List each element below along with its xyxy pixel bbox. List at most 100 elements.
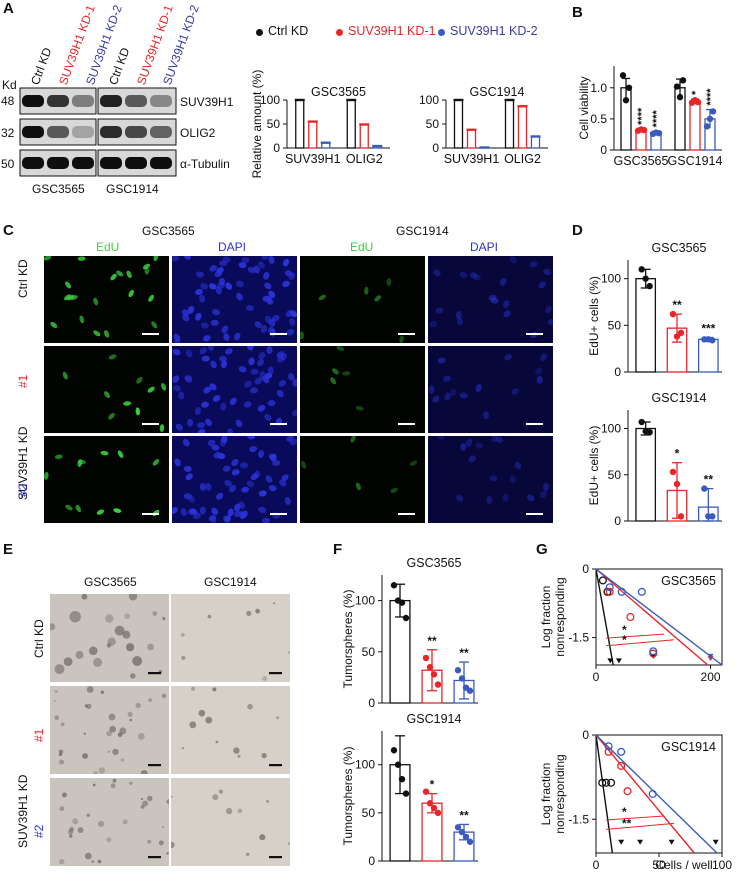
y-axis-label: Cell viability [577,76,591,139]
data-point [622,97,630,104]
tumorsphere [161,693,167,699]
tumorsphere [261,753,267,759]
tumorsphere [97,859,102,864]
cell-nucleus [271,314,280,322]
cell-nucleus [399,335,404,343]
tumorsphere [54,715,60,720]
tumorsphere [273,602,276,605]
tumorsphere [54,690,58,693]
data-point [673,333,681,340]
y-tick-label: 100 [260,93,280,107]
comparison-bracket [605,639,675,647]
cell-nucleus [262,517,270,523]
cell-nucleus [248,357,255,366]
tumorsphere [63,657,73,666]
panel-label-d: D [572,222,583,239]
significance-label: ** [427,634,437,648]
x-tick-label: 0 [593,858,600,872]
cell-nucleus [244,380,252,388]
cell-nucleus [75,504,82,513]
cell-nucleus [210,319,219,326]
data-point [706,115,714,123]
blot-cell-line-1: GSC3565 [32,182,85,196]
data-point [402,790,410,797]
tumorsphere [93,657,103,667]
y-axis-label: Log fraction [539,763,553,826]
cell-nucleus [475,384,482,392]
data-point [394,761,402,768]
cell-nucleus [147,386,155,393]
cell-nucleus [193,512,201,520]
tumorsphere [147,795,153,802]
tumorsphere [259,834,266,841]
tumorsphere [58,858,65,865]
cell-nucleus [433,269,441,277]
cell-nucleus [390,487,398,493]
tumorsphere [237,754,241,758]
cell-nucleus [104,330,110,338]
data-point [642,275,649,282]
panel-label-g: G [536,541,548,558]
bar [453,99,464,149]
tumorsphere [162,826,165,829]
cell-nucleus [224,515,232,523]
tumorsphere-grid [48,592,292,866]
tumorsphere [180,632,185,637]
cell-nucleus [263,271,270,280]
tumorsphere [166,852,169,855]
protein-label-3: α-Tubulin [180,157,230,171]
cell-nucleus [136,376,143,384]
data-point [638,418,645,426]
cell-nucleus [215,286,222,295]
tumorsphere [68,829,74,835]
y-tick-label: 100 [355,758,375,772]
cell-nucleus [199,347,207,355]
legend-dot-icon [256,29,263,36]
data-point [673,83,681,90]
x-tick-label: GSC1914 [668,154,723,168]
scale-bar [398,513,415,515]
tumorsphere [117,732,123,737]
cell-nucleus [503,300,510,308]
cell-nucleus [502,493,509,502]
significance-label: ** [672,298,682,312]
comparison-bracket [605,822,675,830]
cell-nucleus [261,256,269,261]
cell-nucleus [330,377,337,385]
cell-nucleus [63,294,71,301]
tumorsphere [122,630,131,639]
bar [635,278,657,373]
tumorsphere [91,860,95,864]
tumorsphere [108,713,116,721]
tumorsphere [198,709,206,717]
cell-nucleus [224,480,232,487]
data-point [603,587,612,596]
cell-nucleus [264,414,272,421]
tumorsphere [75,650,84,659]
cell-nucleus [159,424,165,433]
tumorsphere [140,797,143,801]
scale-bar [270,333,287,335]
tumorsphere [137,733,145,740]
cell-nucleus [227,508,234,517]
significance-label: ** [459,646,469,660]
cell-nucleus [292,378,297,387]
chart-title: GSC1914 [470,85,525,99]
cell-nucleus [231,469,240,476]
cell-nucleus [301,460,307,469]
cell-nucleus [210,360,217,369]
legend: Ctrl KD SUV39H1 KD-1 SUV39H1 KD-2 [252,24,572,42]
fit-line [595,734,695,854]
cell-nucleus [318,294,326,301]
cell-nucleus [267,400,276,407]
data-point [646,282,653,290]
data-point [617,761,626,770]
chart-title: GSC1914 [652,391,707,405]
tumorsphere [98,767,106,774]
cell-nucleus [65,504,73,511]
cell-nucleus [218,277,226,286]
fluorescence-image [300,346,425,433]
cell-nucleus [473,274,481,281]
cell-nucleus [503,310,511,318]
